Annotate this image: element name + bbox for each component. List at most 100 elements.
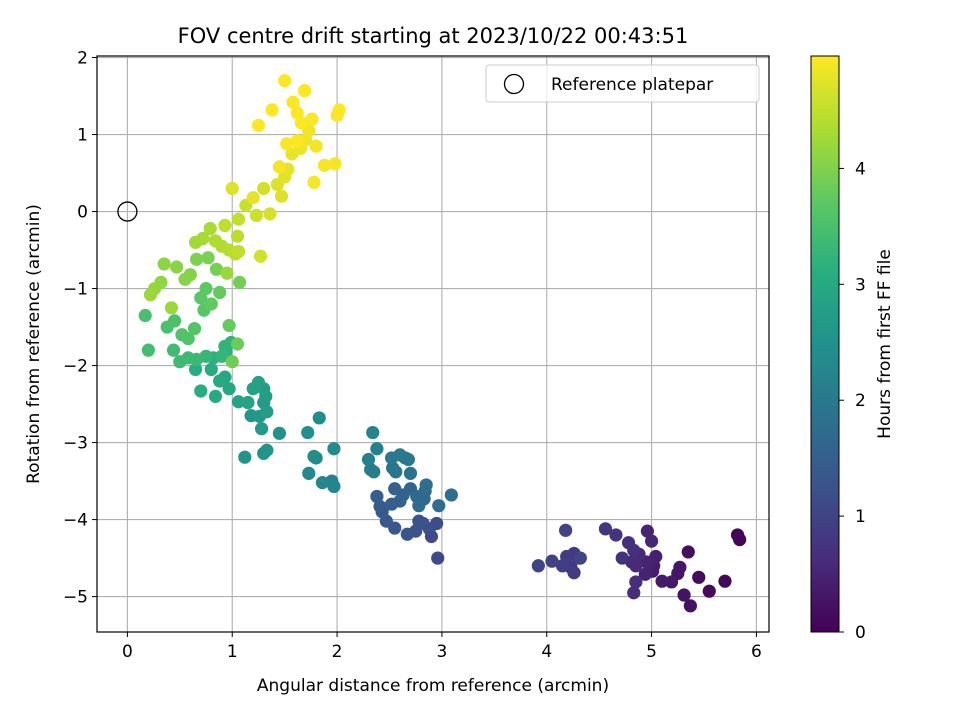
data-point — [249, 208, 263, 223]
data-point — [301, 425, 315, 440]
reference-marker — [117, 201, 138, 222]
data-point — [286, 95, 300, 109]
data-point — [673, 560, 687, 574]
x-tick-label: 2 — [332, 642, 343, 662]
data-point — [232, 275, 247, 289]
data-point — [230, 337, 245, 351]
x-axis-ticks: 0 1 2 3 4 5 6 — [122, 632, 762, 662]
data-point — [609, 528, 623, 542]
colorbar-tick-label: 1 — [855, 507, 866, 527]
data-point — [263, 207, 277, 221]
data-point — [278, 74, 292, 88]
x-tick-label: 5 — [646, 642, 657, 662]
data-point — [199, 281, 213, 296]
data-point — [201, 251, 215, 265]
data-point — [222, 382, 236, 396]
data-point — [143, 288, 158, 302]
data-point — [370, 442, 384, 456]
y-tick-label: −3 — [63, 434, 88, 454]
x-tick-label: 1 — [227, 642, 238, 662]
data-point — [655, 574, 669, 588]
data-point — [718, 574, 732, 588]
data-point — [189, 252, 204, 266]
data-point — [272, 426, 287, 440]
colorbar-ticks: 0 1 2 3 4 — [839, 159, 866, 643]
y-tick-label: 2 — [77, 49, 88, 69]
x-tick-label: 3 — [436, 642, 447, 662]
data-point — [188, 362, 203, 377]
data-point — [231, 244, 246, 259]
data-point — [615, 551, 629, 565]
y-tick-label: −5 — [63, 588, 88, 608]
data-point — [297, 84, 312, 98]
data-point — [138, 308, 152, 323]
data-point — [573, 551, 587, 565]
legend-box — [485, 64, 760, 103]
data-point — [231, 212, 246, 226]
legend: Reference platepar — [485, 64, 760, 103]
data-point — [225, 355, 239, 369]
data-point — [170, 260, 184, 274]
data-point — [305, 112, 319, 126]
data-point — [400, 527, 414, 541]
data-point — [230, 229, 245, 243]
x-axis-label: Angular distance from reference (arcmin) — [257, 676, 609, 696]
x-tick-label: 0 — [122, 642, 133, 662]
data-point — [272, 160, 287, 174]
data-point — [364, 462, 378, 477]
data-point — [294, 116, 309, 130]
data-point — [315, 476, 329, 490]
data-point — [412, 514, 426, 528]
data-point — [187, 321, 202, 336]
data-point — [274, 189, 289, 203]
data-point — [309, 139, 323, 153]
data-point — [218, 339, 232, 353]
reference-platepar-marker — [117, 201, 138, 222]
grid-lines — [97, 56, 769, 632]
data-point — [167, 314, 182, 328]
data-point — [209, 262, 224, 276]
data-points — [138, 74, 747, 613]
data-point — [157, 257, 171, 271]
chart-title: FOV centre drift starting at 2023/10/22 … — [178, 24, 689, 48]
data-point — [257, 181, 271, 196]
data-point — [317, 158, 332, 172]
data-point — [141, 343, 155, 357]
data-point — [218, 218, 232, 233]
data-point — [644, 534, 659, 548]
data-point — [208, 389, 223, 403]
y-tick-label: −2 — [63, 357, 88, 377]
x-tick-label: 4 — [541, 642, 552, 662]
data-point — [312, 411, 326, 425]
y-axis-label: Rotation from reference (arcmin) — [24, 204, 44, 484]
data-point — [253, 249, 268, 263]
data-point — [638, 567, 652, 581]
data-point — [222, 318, 236, 333]
colorbar-tick-label: 4 — [855, 159, 866, 179]
data-point — [260, 405, 274, 419]
data-point — [598, 522, 613, 536]
legend-entry: Reference platepar — [551, 75, 713, 95]
data-point — [194, 384, 208, 398]
data-point — [640, 524, 654, 538]
data-point — [246, 191, 260, 205]
data-point — [302, 466, 316, 480]
data-point — [419, 478, 433, 492]
data-point — [361, 452, 376, 467]
data-point — [241, 395, 255, 410]
data-point — [327, 479, 341, 494]
data-point — [307, 449, 321, 464]
data-point — [444, 488, 458, 502]
data-point — [307, 175, 321, 189]
data-point — [290, 106, 304, 120]
data-point — [545, 554, 559, 568]
data-point — [254, 422, 269, 436]
colorbar — [810, 55, 840, 633]
data-point — [178, 272, 192, 286]
data-point — [196, 231, 210, 246]
data-point — [681, 545, 695, 559]
data-point — [265, 103, 279, 117]
data-point — [166, 343, 181, 357]
y-tick-label: 1 — [77, 126, 88, 146]
data-point — [366, 425, 380, 440]
